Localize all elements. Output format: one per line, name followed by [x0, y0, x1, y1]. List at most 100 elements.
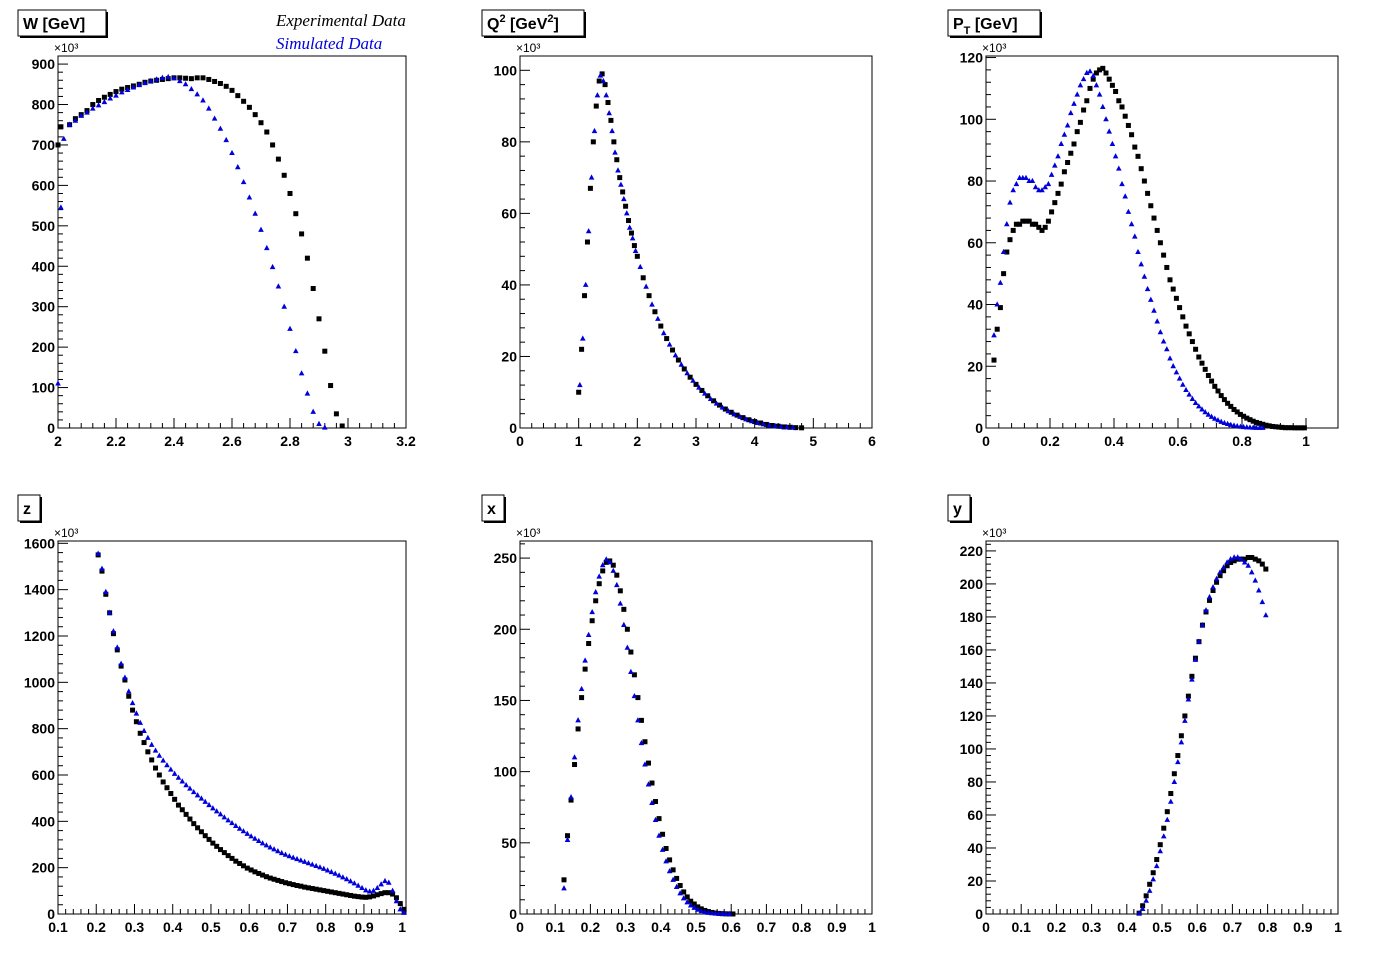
- data-point: [363, 887, 369, 893]
- data-point: [1245, 562, 1252, 568]
- data-point: [1042, 184, 1048, 190]
- data-point: [240, 828, 247, 834]
- data-point: [1109, 82, 1115, 88]
- data-point: [145, 734, 151, 740]
- data-point: [652, 309, 658, 315]
- data-point: [340, 891, 346, 897]
- data-point: [1231, 406, 1237, 412]
- data-point: [684, 370, 690, 376]
- data-point: [1221, 397, 1227, 403]
- x-tick-label: 1: [868, 919, 876, 935]
- data-point: [678, 361, 685, 367]
- data-point: [1171, 778, 1178, 784]
- data-point: [1135, 248, 1141, 255]
- data-point: [582, 293, 588, 299]
- data-point: [614, 157, 620, 163]
- data-point: [1032, 184, 1039, 190]
- title-box: [481, 9, 585, 37]
- data-point: [322, 348, 328, 354]
- data-point: [271, 846, 277, 852]
- data-point: [1218, 418, 1224, 424]
- data-point: [707, 395, 714, 402]
- data-point: [1202, 409, 1208, 415]
- data-point: [698, 907, 705, 914]
- data-point: [991, 357, 997, 363]
- y-tick-label: 50: [501, 835, 517, 851]
- data-point: [118, 663, 124, 669]
- x-tick-label: 0.1: [545, 919, 565, 935]
- y-tick-label: 0: [975, 420, 983, 436]
- data-point: [1007, 199, 1013, 205]
- data-point: [664, 336, 670, 342]
- y-tick-label: 800: [32, 97, 56, 113]
- data-point: [1221, 568, 1227, 574]
- data-point: [1263, 612, 1269, 618]
- data-point: [244, 865, 250, 871]
- data-point: [328, 889, 334, 895]
- data-point: [1077, 119, 1083, 125]
- data-point: [171, 770, 178, 776]
- data-point: [187, 816, 193, 822]
- data-point: [1036, 224, 1042, 230]
- data-point: [691, 901, 697, 907]
- data-point: [172, 796, 178, 802]
- data-point: [355, 894, 361, 900]
- legend-experimental: Experimental Data: [275, 11, 406, 30]
- data-point: [623, 210, 630, 216]
- data-point: [655, 315, 661, 321]
- data-point: [1231, 558, 1237, 564]
- data-point: [401, 909, 407, 915]
- data-point: [1125, 208, 1132, 214]
- data-point: [1010, 187, 1016, 193]
- data-point: [606, 110, 612, 116]
- data-point: [1237, 411, 1243, 417]
- data-point: [1301, 425, 1307, 431]
- data-point: [1248, 569, 1255, 575]
- data-point: [212, 78, 218, 84]
- data-point: [1023, 218, 1029, 224]
- data-point: [1186, 331, 1192, 337]
- data-point: [719, 910, 726, 916]
- data-point: [1000, 248, 1007, 255]
- data-point: [1151, 215, 1157, 221]
- data-point: [672, 352, 679, 358]
- data-point: [252, 112, 258, 118]
- data-point: [359, 884, 365, 891]
- data-point: [1228, 403, 1234, 409]
- data-point: [223, 136, 229, 143]
- data-point: [1058, 181, 1064, 187]
- data-point: [994, 301, 1000, 307]
- data-point: [1119, 104, 1125, 110]
- data-point: [114, 644, 121, 650]
- data-point: [386, 890, 392, 896]
- data-point: [213, 808, 220, 814]
- y-tick-label: 100: [960, 111, 984, 127]
- data-point: [84, 109, 90, 115]
- data-point: [188, 85, 195, 92]
- data-point: [258, 226, 264, 232]
- data-point: [1218, 393, 1224, 399]
- data-point: [1150, 870, 1156, 876]
- data-point: [328, 868, 335, 875]
- y-tick-label: 160: [960, 642, 984, 658]
- data-point: [694, 906, 701, 912]
- data-point: [582, 281, 589, 287]
- data-point: [1215, 388, 1221, 394]
- data-point: [1153, 862, 1160, 869]
- data-point: [1084, 69, 1090, 75]
- data-point: [1178, 739, 1185, 745]
- data-point: [1238, 555, 1244, 562]
- data-point: [1154, 857, 1160, 863]
- data-point: [1260, 421, 1266, 427]
- data-point: [1081, 107, 1087, 113]
- data-point: [1171, 771, 1177, 777]
- data-point: [246, 194, 253, 200]
- data-point: [374, 892, 380, 898]
- data-point: [1176, 375, 1183, 381]
- data-point: [617, 588, 623, 594]
- data-point: [1202, 366, 1208, 372]
- data-point: [1250, 418, 1256, 424]
- data-point: [1180, 381, 1186, 387]
- data-point: [235, 93, 241, 99]
- data-point: [336, 872, 342, 878]
